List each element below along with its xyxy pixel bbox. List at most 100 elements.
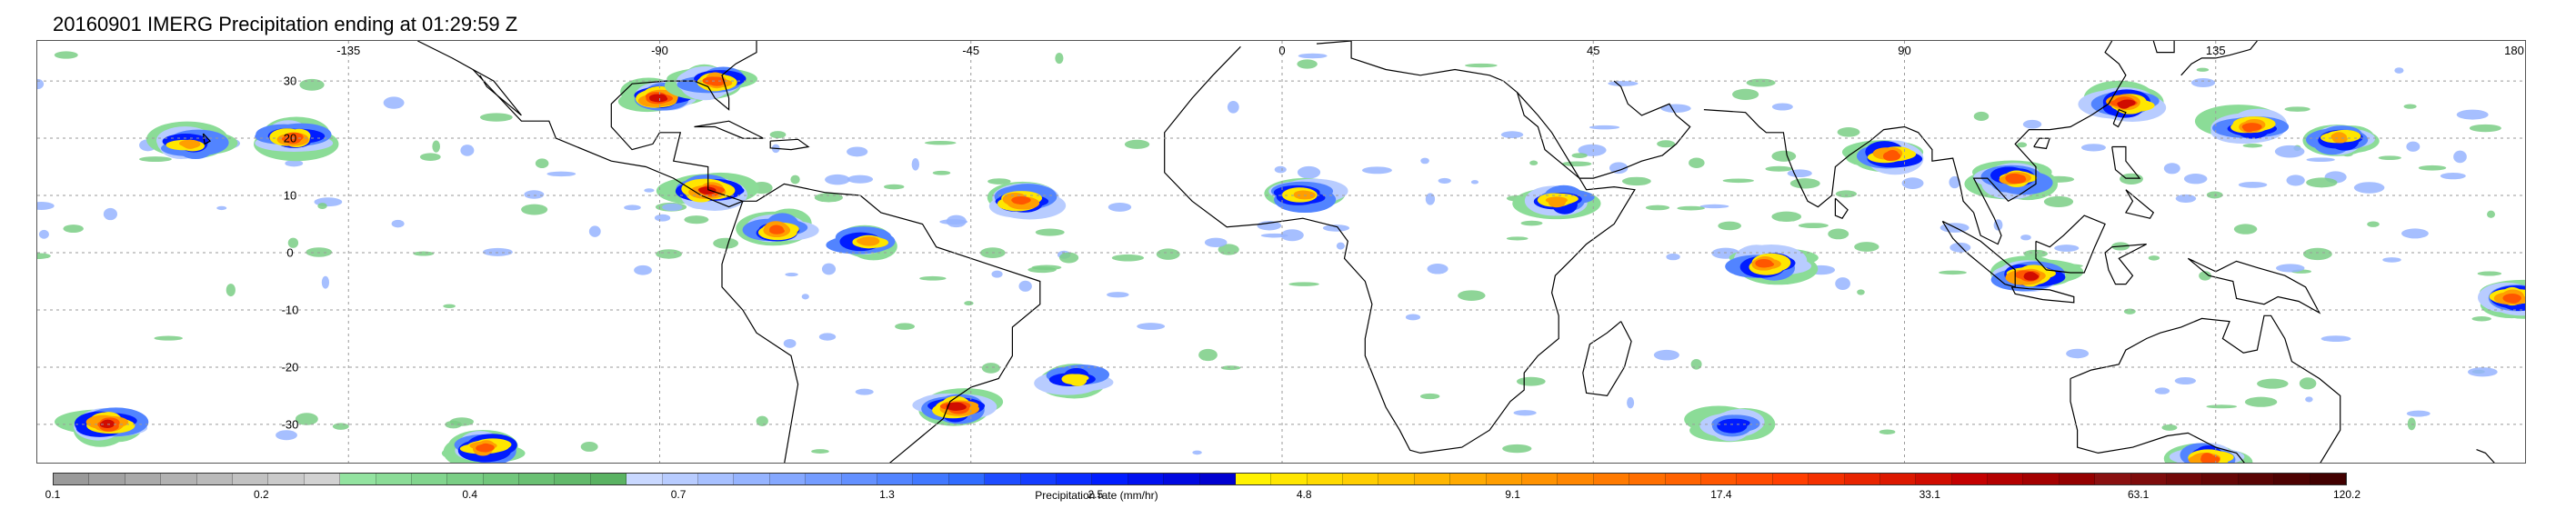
rain-rate-contour	[479, 443, 493, 453]
light-rain-cell	[1660, 104, 1691, 113]
light-rain-cell	[295, 413, 318, 425]
coastline	[2124, 189, 2155, 219]
rain-rate-contour	[857, 237, 877, 245]
light-rain-cell	[1973, 111, 1990, 122]
light-rain-cell	[2403, 104, 2417, 109]
light-rain-cell	[299, 78, 325, 91]
light-rain-cell	[1949, 175, 1960, 189]
light-rain-cell	[460, 145, 475, 156]
light-rain-cell	[981, 363, 1000, 374]
light-rain-cell	[2196, 67, 2210, 72]
light-rain-cell	[2123, 308, 2136, 314]
light-rain-cell	[2242, 143, 2263, 148]
light-rain-cell	[924, 140, 957, 145]
light-rain-cell	[1111, 254, 1145, 262]
light-rain-cell	[756, 415, 768, 426]
light-rain-cell	[1137, 323, 1166, 330]
light-rain-cell	[1018, 280, 1032, 292]
coastline	[1703, 109, 1975, 214]
light-rain-cell	[2206, 404, 2238, 409]
colorbar-segment	[1128, 474, 1165, 484]
rain-rate-contour	[2331, 132, 2347, 143]
light-rain-cell	[1055, 52, 1064, 65]
rain-rate-contour	[951, 404, 967, 411]
light-rain-cell	[855, 388, 874, 395]
rain-rate-contour	[1550, 196, 1566, 207]
light-rain-cell	[964, 301, 974, 306]
light-rain-cell	[1857, 289, 1865, 295]
light-rain-cell	[103, 207, 117, 221]
light-rain-cell	[287, 237, 299, 248]
coastline	[2187, 257, 2321, 314]
light-rain-cell	[37, 78, 45, 90]
colorbar-segment	[1020, 474, 1057, 484]
light-rain-cell	[1837, 127, 1860, 137]
light-rain-cell	[1609, 162, 1629, 175]
light-rain-cell	[535, 158, 549, 169]
colorbar-tick-label: 1.3	[879, 488, 895, 501]
colorbar-segment	[1951, 474, 1989, 484]
light-rain-cell	[2161, 424, 2178, 431]
colorbar-segment	[2202, 474, 2239, 484]
light-rain-cell	[37, 202, 55, 210]
light-rain-cell	[1204, 237, 1228, 247]
light-rain-cell	[1645, 205, 1670, 211]
light-rain-cell	[2306, 157, 2335, 163]
precipitation-layer	[37, 51, 2525, 463]
coastline	[1582, 321, 1632, 397]
colorbar-segment	[340, 474, 376, 484]
colorbar-segment	[1665, 474, 1701, 484]
light-rain-cell	[847, 146, 868, 157]
light-rain-cell	[946, 215, 967, 228]
light-rain-cell	[987, 178, 1011, 185]
precipitation-map[interactable]: -135 -90 -45 0 45 90 135 180 30 20 10 0 -10 -20 -30	[36, 40, 2526, 464]
light-rain-cell	[321, 275, 330, 289]
rain-rate-contour	[181, 139, 201, 149]
light-rain-cell	[37, 253, 51, 260]
light-rain-cell	[154, 335, 183, 341]
colorbar-segment	[1343, 474, 1379, 484]
colorbar-segment	[1700, 474, 1738, 484]
colorbar-tick-label: 17.4	[1710, 488, 1732, 501]
coastline	[1972, 41, 2127, 245]
rain-rate-contour	[2024, 272, 2037, 280]
light-rain-cell	[2477, 271, 2502, 276]
colorbar-segment	[125, 474, 162, 484]
light-rain-cell	[1789, 178, 1820, 189]
light-rain-cell	[1322, 225, 1350, 232]
light-rain-cell	[588, 225, 601, 237]
light-rain-cell	[1506, 236, 1529, 241]
light-rain-cell	[1746, 78, 1776, 87]
light-rain-cell	[1765, 165, 1793, 172]
colorbar-tick-label: 0.4	[462, 488, 478, 501]
light-rain-cell	[332, 423, 349, 430]
light-rain-cell	[2163, 163, 2180, 175]
colorbar-tick-label: 0.2	[254, 488, 269, 501]
rain-rate-contour	[284, 132, 304, 142]
light-rain-cell	[818, 333, 837, 341]
colorbar-segment	[2238, 474, 2275, 484]
colorbar-segment	[1772, 474, 1809, 484]
storm-west-pacific-east	[2478, 279, 2525, 319]
colorbar-segment	[1414, 474, 1451, 484]
light-rain-cell	[524, 190, 545, 199]
light-rain-cell	[413, 251, 435, 256]
colorbar-tick-label: 0.1	[45, 488, 61, 501]
rain-rate-contour	[1063, 374, 1089, 383]
coastline	[417, 41, 757, 208]
colorbar-segment	[376, 474, 412, 484]
light-rain-cell	[1198, 348, 1218, 362]
light-rain-cell	[1035, 228, 1065, 236]
colorbar-segment	[232, 474, 269, 484]
light-rain-cell	[847, 175, 874, 184]
light-rain-cell	[419, 153, 441, 161]
light-rain-cell	[932, 170, 951, 175]
light-rain-cell	[1771, 103, 1793, 111]
colorbar-segment	[196, 474, 233, 484]
light-rain-cell	[2406, 410, 2431, 417]
colorbar-segment	[1737, 474, 1773, 484]
light-rain-cell	[1361, 166, 1392, 175]
light-rain-cell	[1227, 101, 1239, 114]
light-rain-cell	[662, 203, 683, 212]
light-rain-cell	[2401, 228, 2429, 239]
